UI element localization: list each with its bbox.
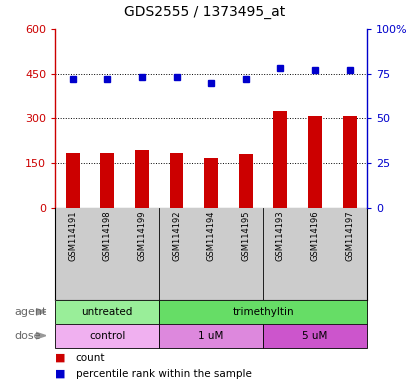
- Text: GSM114197: GSM114197: [344, 210, 353, 261]
- Bar: [100, 153, 114, 208]
- Bar: [55, 324, 159, 348]
- Bar: [238, 154, 252, 208]
- Polygon shape: [36, 308, 46, 315]
- Text: untreated: untreated: [81, 307, 133, 317]
- Bar: [307, 116, 321, 208]
- Bar: [65, 153, 79, 208]
- Text: ■: ■: [55, 353, 66, 363]
- Text: GSM114192: GSM114192: [172, 210, 181, 261]
- Text: trimethyltin: trimethyltin: [232, 307, 293, 317]
- Text: count: count: [76, 353, 105, 363]
- Bar: [169, 153, 183, 208]
- Bar: [273, 111, 287, 208]
- Text: GSM114194: GSM114194: [206, 210, 215, 261]
- Text: percentile rank within the sample: percentile rank within the sample: [76, 369, 251, 379]
- Text: GDS2555 / 1373495_at: GDS2555 / 1373495_at: [124, 5, 285, 18]
- Text: control: control: [89, 331, 125, 341]
- Text: 5 uM: 5 uM: [301, 331, 327, 341]
- Text: GSM114199: GSM114199: [137, 210, 146, 261]
- Bar: [342, 116, 356, 208]
- Text: GSM114191: GSM114191: [68, 210, 77, 261]
- Bar: [159, 324, 263, 348]
- Bar: [135, 150, 148, 208]
- Polygon shape: [36, 332, 46, 339]
- Text: GSM114198: GSM114198: [103, 210, 112, 261]
- Text: dose: dose: [14, 331, 41, 341]
- Text: GSM114193: GSM114193: [275, 210, 284, 261]
- Bar: [55, 300, 159, 324]
- Text: 1 uM: 1 uM: [198, 331, 223, 341]
- Text: ■: ■: [55, 369, 66, 379]
- Bar: [263, 324, 366, 348]
- Bar: [159, 300, 366, 324]
- Text: agent: agent: [14, 307, 47, 317]
- Text: GSM114196: GSM114196: [310, 210, 319, 261]
- Bar: [204, 158, 218, 208]
- Text: GSM114195: GSM114195: [240, 210, 249, 261]
